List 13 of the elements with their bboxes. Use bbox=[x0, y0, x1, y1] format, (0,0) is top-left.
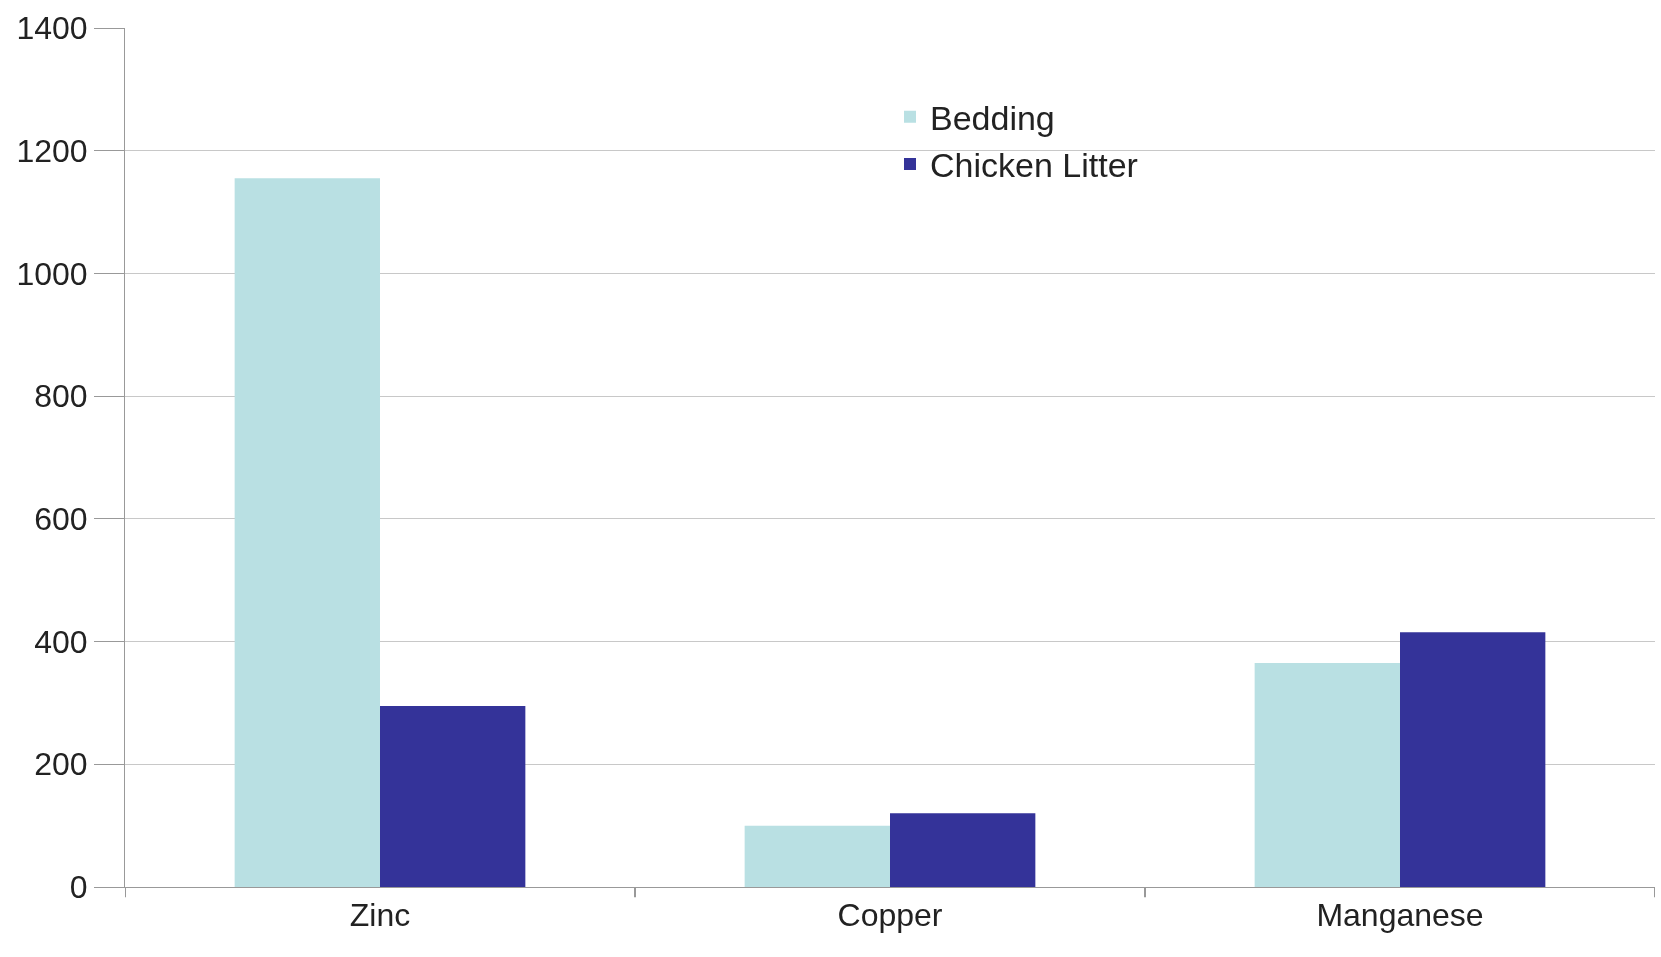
legend-label: Bedding bbox=[930, 98, 1055, 137]
y-tick-label: 1000 bbox=[16, 255, 88, 292]
y-tick-label: 800 bbox=[34, 378, 88, 415]
y-tick-label: 0 bbox=[69, 869, 88, 906]
x-tick-label: Manganese bbox=[1316, 897, 1484, 934]
x-tick-label: Copper bbox=[837, 897, 943, 934]
y-tick-label: 400 bbox=[34, 623, 88, 660]
x-tick-label: Zinc bbox=[349, 897, 411, 934]
y-tick-label: 600 bbox=[34, 501, 88, 538]
y-tick-label: 1400 bbox=[16, 10, 88, 47]
legend-label: Chicken Litter bbox=[930, 146, 1138, 185]
y-tick-label: 1200 bbox=[16, 132, 88, 169]
y-tick-label: 200 bbox=[34, 746, 88, 783]
